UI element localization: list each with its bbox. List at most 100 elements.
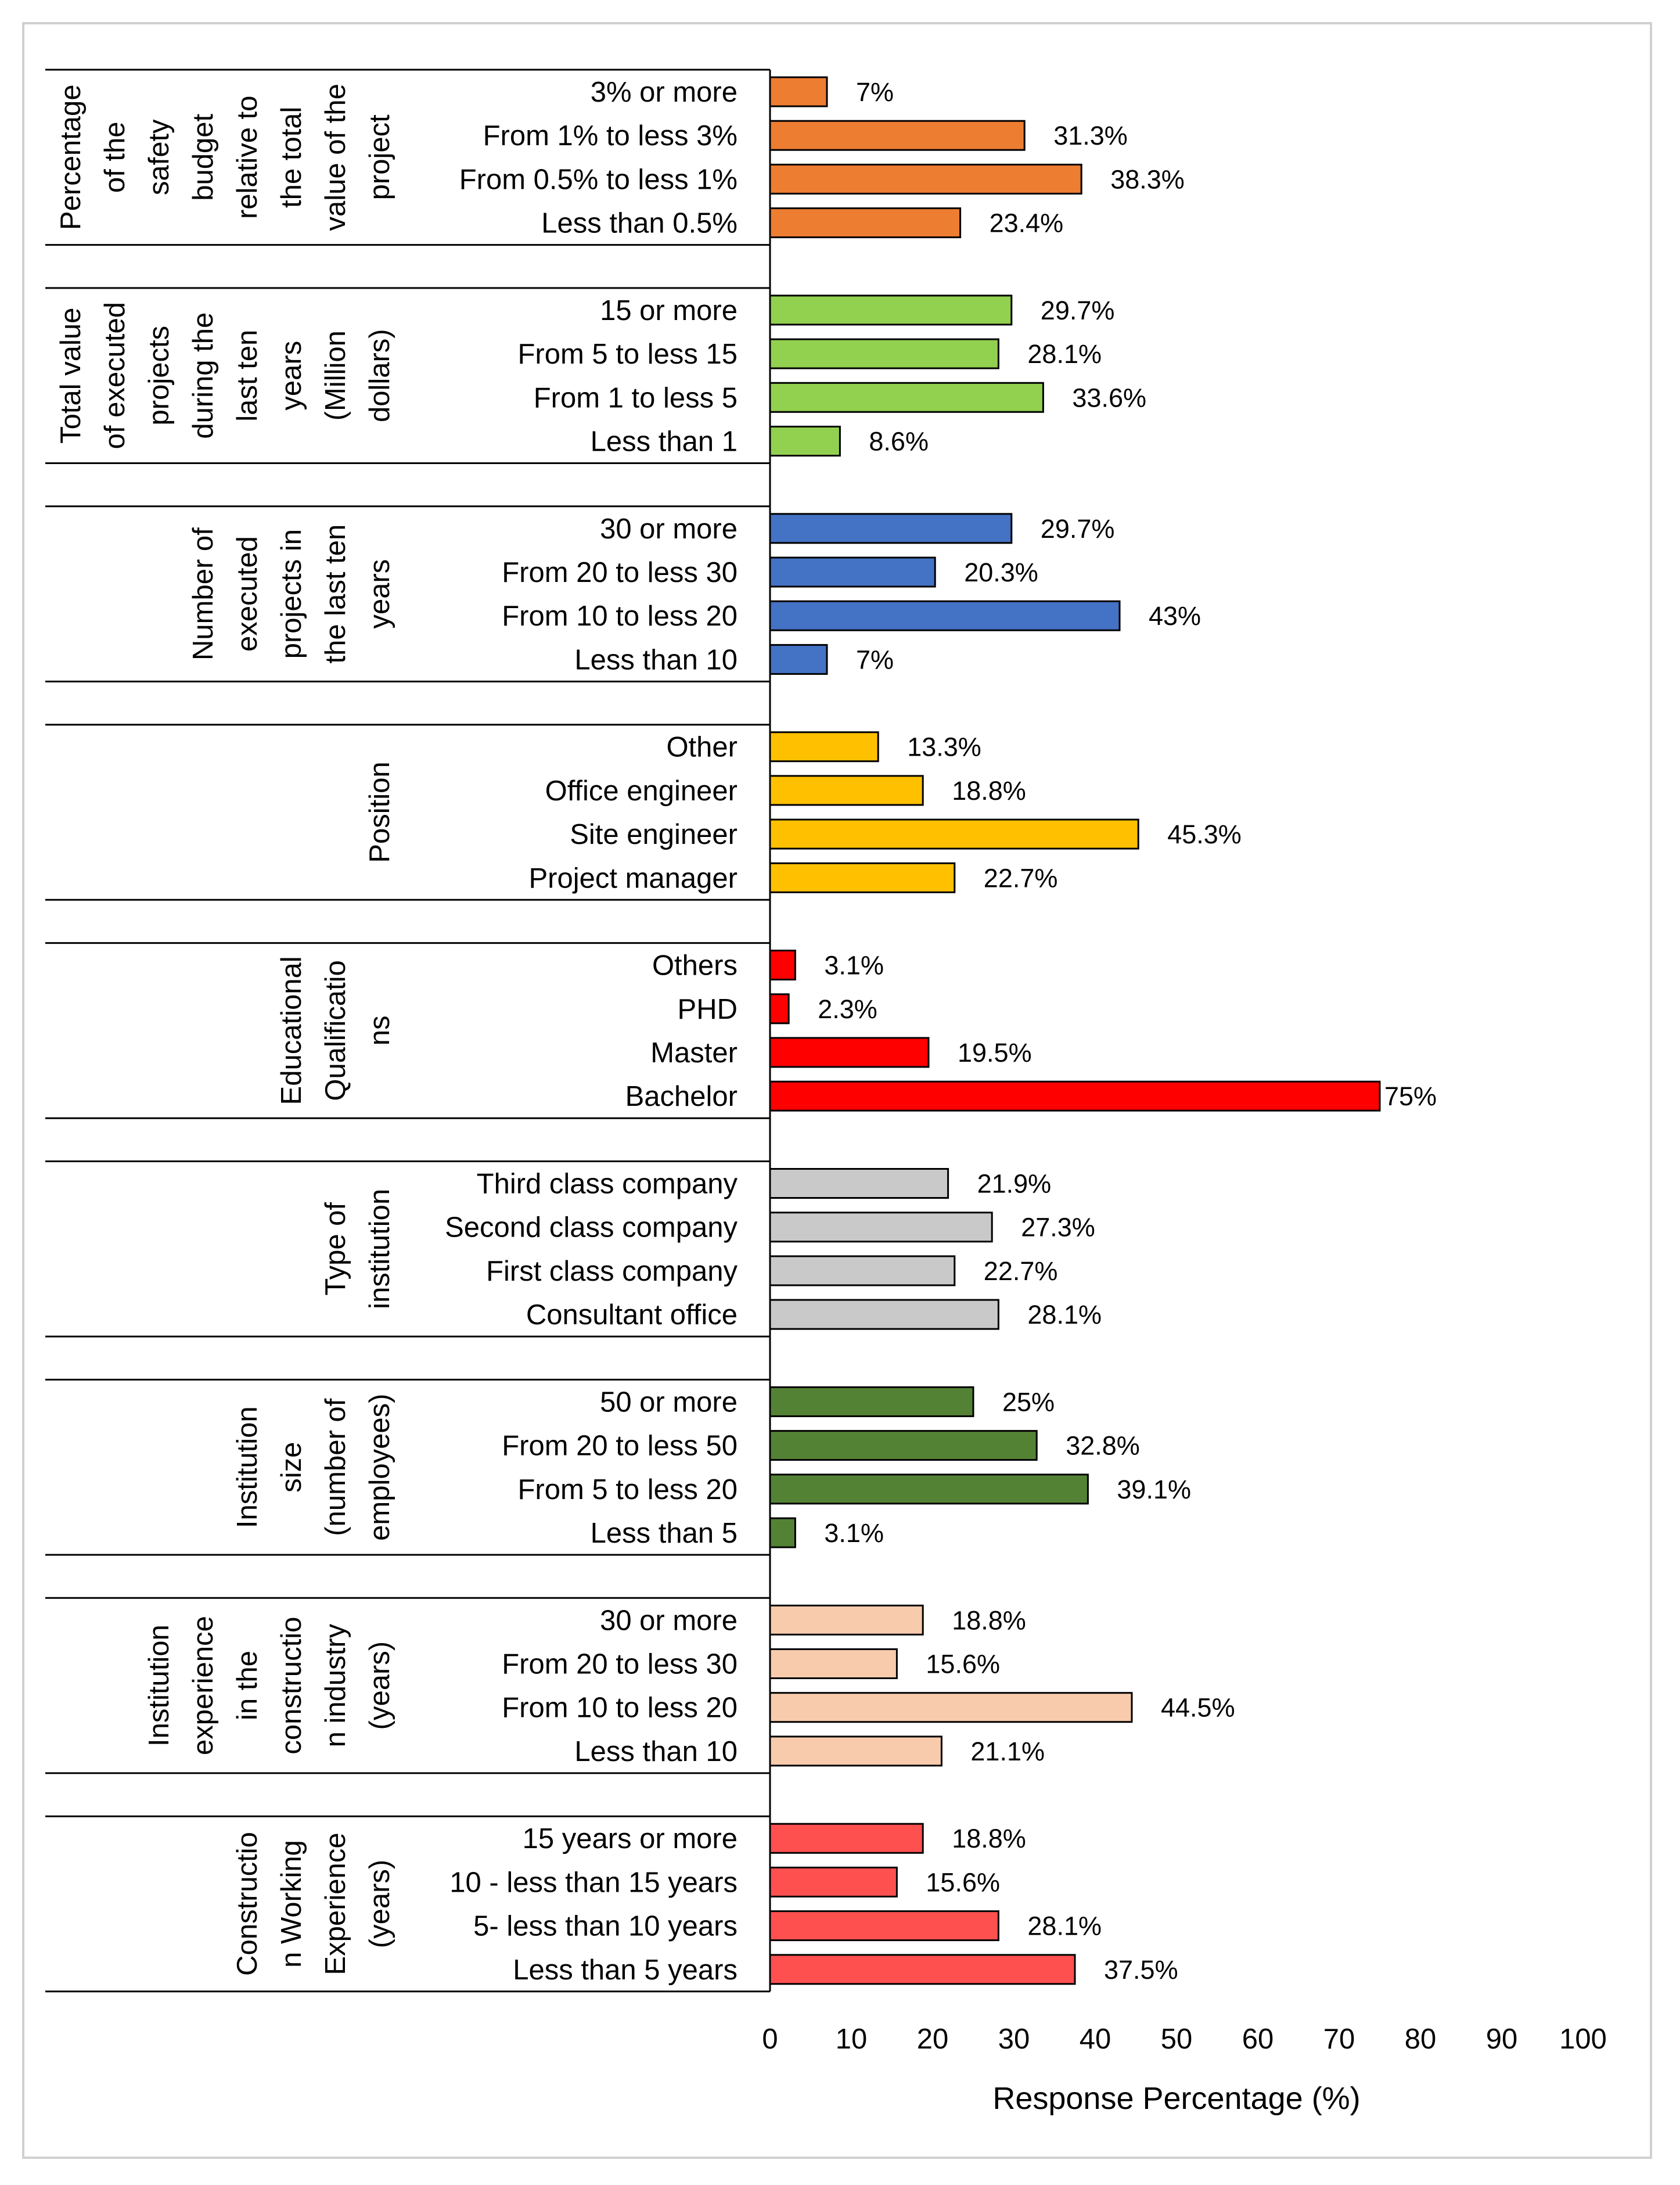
group-label-line: Experience — [320, 1832, 351, 1975]
group-label-line: Type of — [320, 1202, 351, 1296]
category-label: From 5 to less 15 — [517, 339, 738, 370]
group-label-line: years — [276, 341, 307, 411]
value-label: 3.1% — [824, 1518, 884, 1548]
value-label: 22.7% — [984, 863, 1058, 893]
x-tick-label: 90 — [1486, 2024, 1518, 2055]
value-label: 32.8% — [1066, 1431, 1140, 1461]
bar — [769, 1954, 1076, 1985]
category-label: Site engineer — [570, 819, 738, 850]
x-tick-label: 50 — [1161, 2024, 1193, 2055]
category-label: From 1% to less 3% — [483, 120, 738, 152]
group-label-line: size — [276, 1442, 307, 1493]
value-label: 19.5% — [958, 1038, 1032, 1068]
bar — [769, 1299, 999, 1330]
category-label: Office engineer — [545, 775, 738, 807]
bar — [769, 1648, 898, 1679]
value-label: 13.3% — [907, 732, 981, 762]
group-label-line: the total — [276, 107, 307, 208]
value-label: 75% — [1384, 1081, 1437, 1111]
bar — [769, 1212, 993, 1243]
bar — [769, 513, 1013, 544]
bar — [769, 207, 962, 239]
category-label: Others — [652, 950, 738, 982]
x-tick-label: 70 — [1323, 2024, 1355, 2055]
group-label-line: project — [364, 114, 395, 200]
value-label: 28.1% — [1027, 1300, 1102, 1329]
category-label: From 5 to less 20 — [517, 1474, 738, 1505]
bar — [769, 556, 936, 588]
value-label: 22.7% — [984, 1256, 1058, 1286]
value-label: 23.4% — [990, 209, 1064, 238]
category-label: 15 years or more — [523, 1823, 738, 1855]
value-label: 28.1% — [1027, 339, 1102, 369]
group-label-line: the last ten — [320, 524, 351, 664]
bar — [769, 426, 841, 457]
value-label: 33.6% — [1072, 383, 1146, 412]
bar — [769, 644, 828, 675]
group-label-line: relative to — [232, 96, 263, 219]
group-label-line: budget — [188, 113, 219, 200]
bar — [769, 600, 1121, 631]
group-label-line: last ten — [232, 330, 263, 422]
x-tick-label: 80 — [1405, 2024, 1437, 2055]
bar — [769, 1168, 949, 1199]
group-label-line: years — [364, 559, 395, 629]
bar — [769, 338, 999, 369]
bar — [769, 163, 1082, 195]
bar — [769, 1692, 1133, 1723]
bar — [769, 1474, 1089, 1505]
group-label-line: projects in — [276, 529, 307, 659]
bar — [769, 950, 796, 981]
category-label: From 20 to less 30 — [502, 557, 738, 588]
bar — [769, 1080, 1381, 1112]
group-label-line: Percentage — [55, 84, 87, 230]
category-label: From 1 to less 5 — [534, 382, 738, 414]
category-label: Less than 10 — [574, 1736, 738, 1767]
x-tick-label: 10 — [836, 2024, 868, 2055]
bar — [769, 993, 790, 1025]
group-label-line: Qualificatio — [320, 960, 351, 1101]
bar — [769, 1430, 1038, 1461]
value-label: 43% — [1149, 601, 1201, 631]
value-label: 25% — [1002, 1387, 1055, 1417]
x-tick-label: 30 — [998, 2024, 1030, 2055]
x-axis-title: Response Percentage (%) — [992, 2081, 1360, 2116]
x-tick-label: 100 — [1559, 2024, 1607, 2055]
category-label: First class company — [486, 1256, 738, 1287]
category-label: Master — [650, 1037, 738, 1069]
group-label-line: in the — [232, 1651, 263, 1720]
bar — [769, 818, 1139, 850]
bar — [769, 1255, 956, 1286]
group-label-line: institution — [364, 1189, 395, 1309]
bar — [769, 382, 1044, 413]
value-label: 18.8% — [952, 776, 1026, 806]
x-tick-label: 0 — [762, 2024, 778, 2055]
bar — [769, 1604, 924, 1636]
category-label: Less than 0.5% — [541, 208, 738, 239]
category-label: From 10 to less 20 — [502, 601, 738, 632]
value-label: 39.1% — [1117, 1475, 1191, 1504]
value-label: 38.3% — [1110, 164, 1185, 194]
group-label-line: Institution — [232, 1406, 263, 1528]
value-label: 18.8% — [952, 1605, 1026, 1635]
category-label: Less than 5 — [591, 1518, 738, 1549]
value-label: 15.6% — [926, 1867, 1000, 1897]
category-label: From 10 to less 20 — [502, 1692, 738, 1724]
group-label-line: projects — [143, 326, 175, 426]
category-label: Consultant office — [526, 1299, 738, 1331]
bar — [769, 294, 1013, 326]
value-label: 28.1% — [1027, 1911, 1102, 1941]
group-label-line: (years) — [364, 1641, 395, 1730]
value-label: 29.7% — [1041, 296, 1115, 325]
category-label: From 20 to less 50 — [502, 1431, 738, 1462]
bar — [769, 1735, 942, 1767]
value-label: 7% — [856, 645, 894, 674]
bar — [769, 76, 828, 107]
category-label: Less than 5 years — [513, 1954, 738, 1986]
group-label-line: (number of — [320, 1398, 351, 1536]
bars — [769, 76, 1381, 1985]
value-label: 37.5% — [1104, 1955, 1178, 1985]
value-label: 8.6% — [869, 427, 929, 457]
